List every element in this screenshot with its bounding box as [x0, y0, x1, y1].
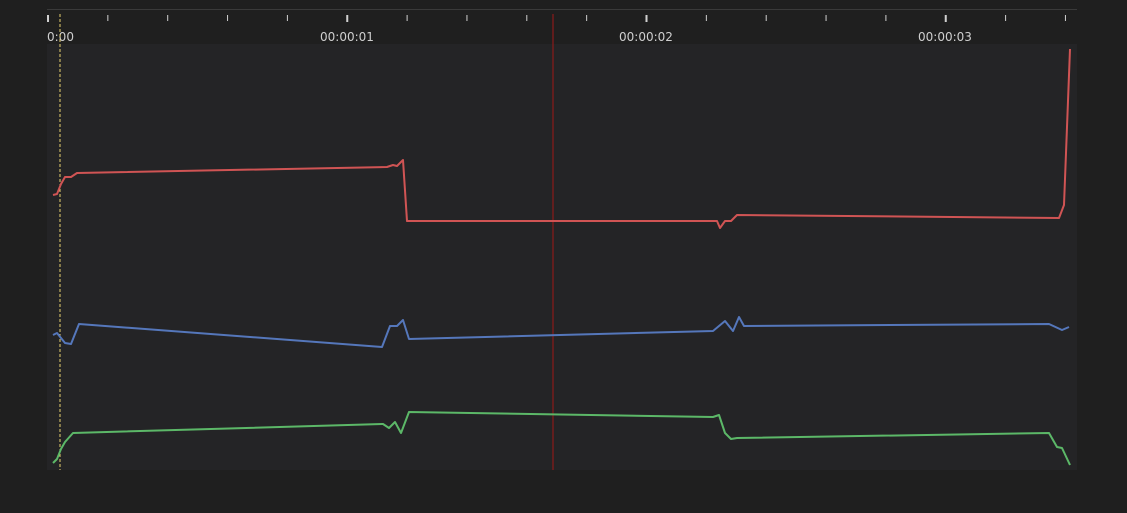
- x-curve[interactable]: [52, 48, 1071, 229]
- curve-canvas[interactable]: [47, 14, 1077, 470]
- ruler-baseline: [47, 9, 1077, 10]
- timecode-label-3: 00:00:03: [918, 30, 972, 44]
- curve-area[interactable]: [47, 14, 1077, 470]
- timecode-label-2: 00:00:02: [619, 30, 673, 44]
- y-curve[interactable]: [52, 316, 1070, 348]
- z-curve[interactable]: [52, 411, 1071, 466]
- timecode-label-1: 00:00:01: [320, 30, 374, 44]
- timeline-ruler[interactable]: 0:00 00:00:01 00:00:02 00:00:03: [47, 8, 1077, 44]
- ruler-ticks: [47, 15, 1066, 22]
